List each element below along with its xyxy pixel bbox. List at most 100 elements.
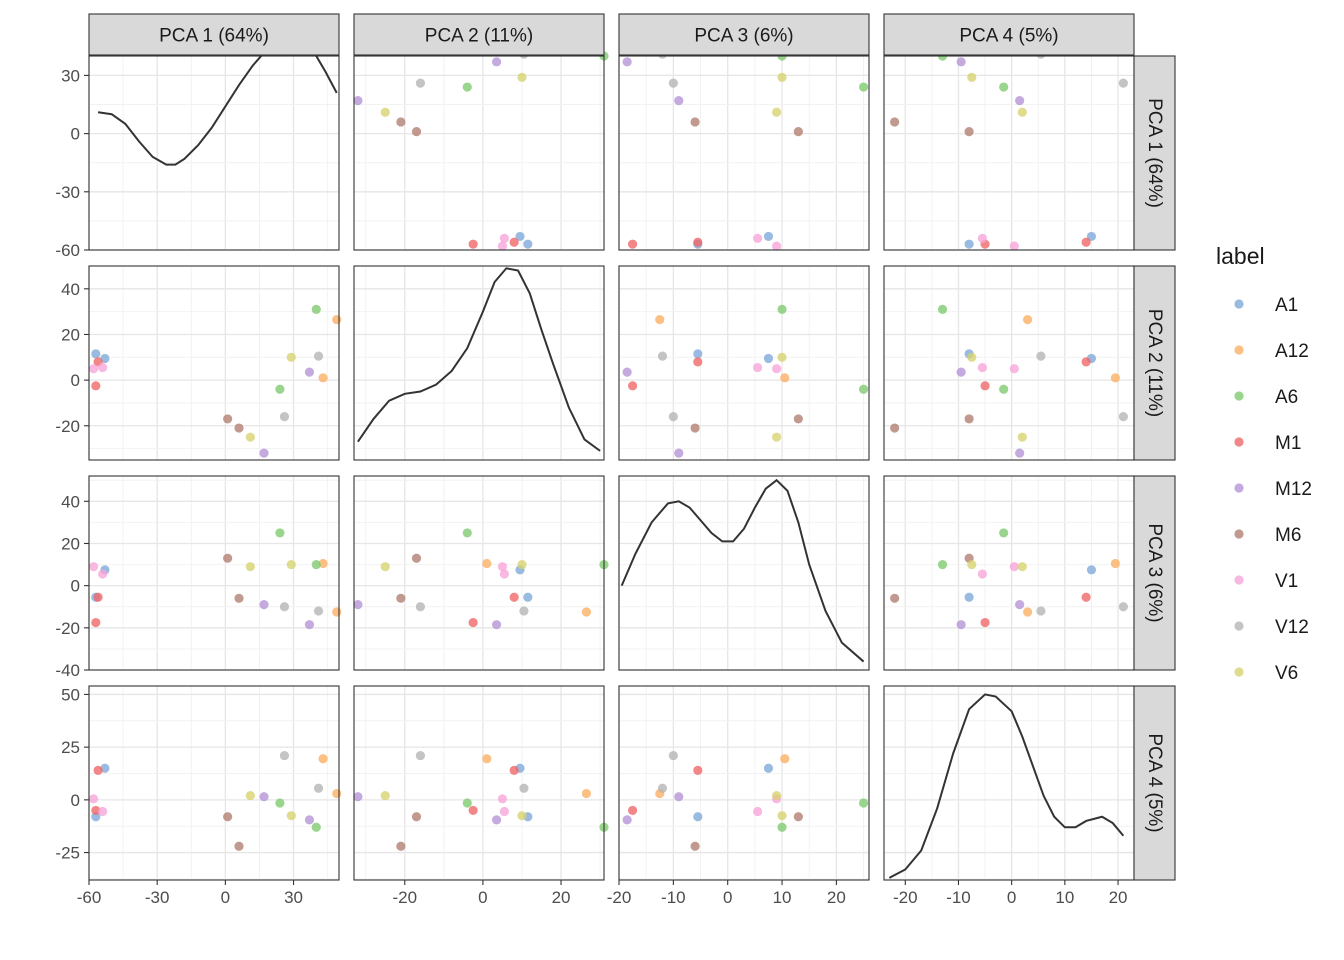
strip-label-right: PCA 3 (6%) <box>1144 523 1165 622</box>
scatter-point-A1 <box>523 239 533 249</box>
scatter-point-A6 <box>999 528 1009 538</box>
legend-label-V1: V1 <box>1275 571 1298 592</box>
scatter-point-V12 <box>279 412 290 422</box>
scatter-point-A6 <box>999 82 1009 92</box>
x-tick-label: -20 <box>607 888 632 907</box>
scatter-point-A12 <box>318 373 328 383</box>
panel-background <box>619 476 869 670</box>
x-tick-label: 20 <box>552 888 571 907</box>
scatter-point-A1 <box>693 812 703 822</box>
scatter-point-M6 <box>223 414 233 424</box>
scatter-point-V1 <box>1009 241 1019 251</box>
legend-key-V1 <box>1234 575 1244 585</box>
scatter-point-V6 <box>967 559 977 570</box>
scatter-point-M1 <box>91 617 101 628</box>
scatter-point-M12 <box>622 815 632 825</box>
scatter-point-M6 <box>234 841 244 851</box>
scatter-point-A12 <box>332 788 342 799</box>
scatter-point-M1 <box>693 237 703 247</box>
scatter-point-M6 <box>234 423 244 433</box>
scatter-point-A6 <box>999 384 1009 394</box>
scatter-point-M1 <box>980 617 990 628</box>
y-tick-label: -40 <box>55 661 80 680</box>
panel-background <box>354 476 604 670</box>
scatter-point-V12 <box>415 602 426 612</box>
scatter-point-A1 <box>763 231 774 242</box>
scatter-point-M12 <box>259 600 269 610</box>
scatter-point-M6 <box>890 423 900 433</box>
scatter-point-V1 <box>752 362 763 373</box>
scatter-point-M1 <box>509 765 519 775</box>
scatter-point-A12 <box>780 754 790 764</box>
y-tick-label: 0 <box>71 125 80 144</box>
scatter-point-V1 <box>499 569 509 579</box>
scatter-point-A1 <box>91 812 101 822</box>
scatter-point-M6 <box>964 127 974 137</box>
scatter-point-V12 <box>668 78 678 88</box>
scatter-point-M1 <box>1081 237 1091 247</box>
scatter-point-M6 <box>690 841 700 851</box>
scatter-point-A6 <box>858 82 869 92</box>
scatter-point-A12 <box>655 315 665 325</box>
scatter-point-V6 <box>245 791 255 801</box>
y-tick-label: -60 <box>55 241 80 260</box>
scatter-point-M1 <box>627 239 638 249</box>
scatter-point-M1 <box>468 239 478 249</box>
scatter-point-M12 <box>622 367 632 377</box>
scatter-point-M6 <box>234 593 244 603</box>
scatter-point-A12 <box>332 315 342 325</box>
legend-label-V6: V6 <box>1275 663 1298 684</box>
y-tick-label: -20 <box>55 417 80 436</box>
y-tick-label: 50 <box>61 685 80 704</box>
panel-border <box>88 475 340 671</box>
x-tick-label: -10 <box>946 888 971 907</box>
scatter-point-M6 <box>223 812 233 822</box>
scatter-point-M12 <box>353 96 363 106</box>
scatter-point-A1 <box>100 353 110 364</box>
strip-label-top: PCA 2 (11%) <box>425 26 533 47</box>
scatter-point-M12 <box>259 792 269 802</box>
scatter-point-V6 <box>245 562 255 572</box>
scatter-point-V1 <box>752 233 763 243</box>
legend-key-M6 <box>1234 529 1244 539</box>
scatter-point-V6 <box>772 791 782 801</box>
panel-border <box>353 685 605 881</box>
scatter-point-A6 <box>462 798 472 808</box>
panel-background <box>884 266 1134 460</box>
scatter-point-A6 <box>858 384 869 394</box>
scatter-point-V12 <box>1036 351 1046 361</box>
panel-background <box>884 686 1134 880</box>
scatter-point-M6 <box>411 812 422 822</box>
legend-key-A1 <box>1234 299 1244 309</box>
scatter-point-V1 <box>977 569 988 579</box>
scatter-point-M12 <box>304 620 315 630</box>
scatter-point-V6 <box>967 352 977 362</box>
scatter-point-M12 <box>491 57 502 67</box>
scatter-point-M6 <box>793 812 803 822</box>
scatter-point-V12 <box>519 606 529 616</box>
scatter-point-V6 <box>380 562 390 572</box>
panel-background <box>89 476 339 670</box>
scatter-point-M6 <box>690 423 700 433</box>
y-tick-label: 0 <box>71 791 80 810</box>
strip-right <box>1133 265 1176 461</box>
scatter-point-M12 <box>956 620 966 630</box>
x-tick-label: 30 <box>284 888 303 907</box>
panel-background <box>354 56 604 250</box>
scatter-point-V6 <box>286 811 296 821</box>
scatter-point-M12 <box>1015 448 1025 458</box>
scatter-point-V12 <box>668 750 678 761</box>
axes: -60 -30 0 30 -20 0 20 40 -40 -20 0 20 40 -25 0 25 50 -60 -… <box>55 66 1127 907</box>
x-tick-label: 20 <box>1109 888 1128 907</box>
strip-top <box>353 13 605 56</box>
x-tick-label: 10 <box>773 888 792 907</box>
scatter-point-M1 <box>468 805 478 816</box>
scatter-point-M6 <box>396 841 406 851</box>
scatter-point-M1 <box>91 805 101 816</box>
scatter-point-M1 <box>693 765 703 775</box>
facet-strips: PCA 1 (64%) PCA 2 (11%) PCA 3 (6%) PCA 4 (5… <box>88 13 1176 881</box>
y-tick-label: 25 <box>61 738 80 757</box>
x-tick-label: -20 <box>893 888 918 907</box>
scatter-point-M1 <box>468 617 478 628</box>
